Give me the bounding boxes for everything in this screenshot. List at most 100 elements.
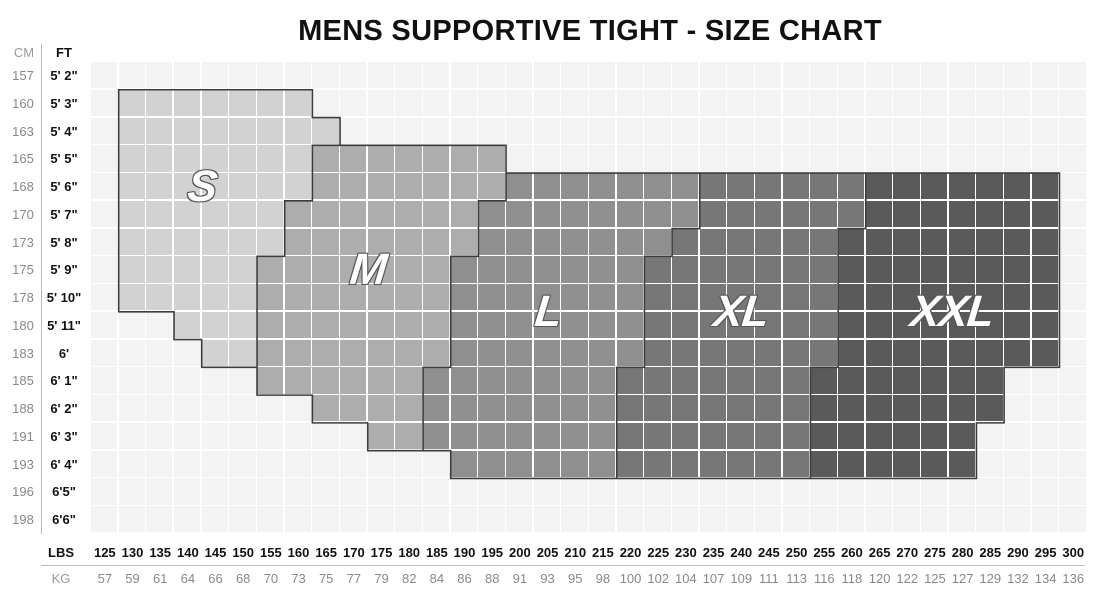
size-cell-xl <box>782 256 811 285</box>
size-cell-s <box>146 228 175 257</box>
kg-label: 57 <box>97 571 113 586</box>
size-cell-s <box>229 311 258 341</box>
size-cell-m <box>340 339 369 368</box>
lbs-label: 150 <box>232 545 255 560</box>
empty-cell <box>91 506 120 535</box>
size-cell-xl <box>616 367 645 396</box>
size-cell-l <box>533 422 562 452</box>
size-cell-xl <box>699 367 728 396</box>
empty-cell <box>644 117 673 146</box>
empty-cell <box>118 339 147 368</box>
size-cell-xl <box>727 395 756 424</box>
cm-label: 168 <box>12 179 34 195</box>
empty-cell <box>118 478 147 507</box>
empty-cell <box>174 422 203 452</box>
empty-cell <box>893 62 922 91</box>
empty-cell <box>201 506 230 535</box>
empty-cell <box>257 395 286 424</box>
kg-label: 102 <box>647 571 670 586</box>
weight-axis-divider <box>41 565 1085 566</box>
kg-label: 136 <box>1062 571 1085 586</box>
size-cell-m <box>395 395 424 424</box>
cm-label: 160 <box>12 95 34 111</box>
lbs-label: 175 <box>370 545 393 560</box>
size-cell-l <box>589 173 618 202</box>
size-cell-m <box>395 256 424 285</box>
empty-cell <box>257 422 286 452</box>
empty-cell <box>1031 395 1060 424</box>
size-cell-xl <box>782 311 811 341</box>
empty-cell <box>755 62 784 91</box>
cm-label: 178 <box>12 290 34 306</box>
size-cell-l <box>533 450 562 479</box>
size-cell-m <box>284 228 313 257</box>
size-cell-m <box>257 284 286 313</box>
size-cell-xl <box>782 450 811 479</box>
empty-cell <box>257 478 286 507</box>
empty-cell <box>644 506 673 535</box>
size-cell-l <box>589 395 618 424</box>
lbs-label: 205 <box>536 545 559 560</box>
size-cell-xl <box>782 339 811 368</box>
size-cell-xl <box>644 422 673 452</box>
size-cell-m <box>284 339 313 368</box>
empty-cell <box>284 450 313 479</box>
size-cell-l <box>672 173 701 202</box>
size-cell-m <box>423 311 452 341</box>
empty-cell <box>174 62 203 91</box>
empty-cell <box>91 200 120 230</box>
empty-cell <box>893 117 922 146</box>
size-cell-m <box>312 311 341 341</box>
size-cell-m <box>478 145 507 174</box>
empty-cell <box>616 117 645 146</box>
empty-cell <box>91 117 120 146</box>
empty-cell <box>1031 145 1060 174</box>
size-cell-m <box>367 173 396 202</box>
kg-label: 68 <box>235 571 251 586</box>
size-cell-xxl <box>1031 284 1060 313</box>
kg-label: 107 <box>702 571 725 586</box>
size-cell-l <box>616 311 645 341</box>
size-cell-m <box>395 200 424 230</box>
size-cell-xl <box>782 367 811 396</box>
size-cell-xxl <box>976 395 1005 424</box>
size-cell-xxl <box>893 173 922 202</box>
size-cell-xxl <box>838 450 867 479</box>
empty-cell <box>865 62 894 91</box>
size-cell-xl <box>810 284 839 313</box>
size-cell-l <box>450 311 479 341</box>
empty-cell <box>810 478 839 507</box>
size-cell-xxl <box>865 450 894 479</box>
size-cell-m <box>312 256 341 285</box>
size-cell-xxl <box>838 367 867 396</box>
empty-cell <box>672 478 701 507</box>
cm-label: 183 <box>12 345 34 361</box>
kg-label: 66 <box>208 571 223 586</box>
size-cell-xl <box>644 450 673 479</box>
size-cell-xxl <box>921 395 950 424</box>
size-cell-s <box>201 284 230 313</box>
ft-label: 5' 7" <box>50 206 78 222</box>
empty-cell <box>450 62 479 91</box>
cm-label: 175 <box>12 262 34 278</box>
size-cell-s <box>257 117 286 146</box>
empty-cell <box>1004 145 1033 174</box>
size-cell-m <box>257 311 286 341</box>
empty-cell <box>976 422 1005 452</box>
empty-cell <box>312 478 341 507</box>
lbs-label: 165 <box>315 545 338 560</box>
empty-cell <box>1059 117 1088 146</box>
empty-cell <box>478 89 507 118</box>
size-cell-xxl <box>1004 284 1033 313</box>
size-cell-l <box>478 311 507 341</box>
size-cell-l <box>644 228 673 257</box>
cm-label: 163 <box>12 123 34 139</box>
size-cell-s <box>257 200 286 230</box>
kg-label: 86 <box>457 571 472 586</box>
size-cell-xl <box>838 173 867 202</box>
empty-cell <box>1004 478 1033 507</box>
size-cell-xxl <box>1004 339 1033 368</box>
size-cell-xl <box>782 395 811 424</box>
empty-cell <box>1059 478 1088 507</box>
size-cell-m <box>312 339 341 368</box>
